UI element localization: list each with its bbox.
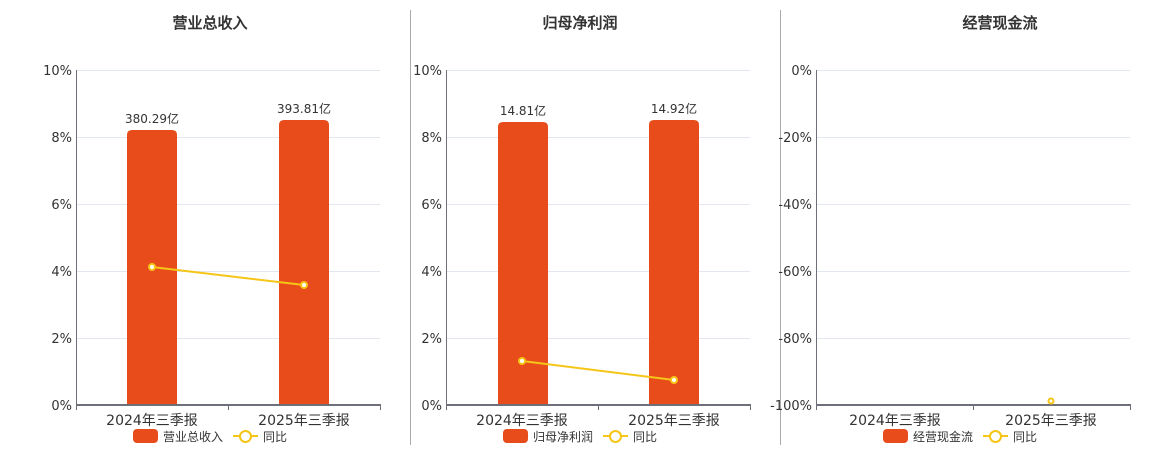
gridlines (816, 70, 1130, 339)
legend-line-label[interactable]: 同比 (633, 429, 658, 444)
chart-panel-revenue: 营业总收入 10% 8% 6% 4% 2% 0% 380.29亿 393.81亿… (0, 0, 410, 450)
x-tick-label: 2024年三季报 (476, 413, 568, 429)
y-tick-label: 0% (51, 399, 72, 414)
bar-value-label: 14.81亿 (500, 103, 546, 118)
legend-bar-label[interactable]: 营业总收入 (163, 429, 224, 444)
legend-line-circle-icon[interactable] (983, 429, 1009, 443)
y-tick-label: 2% (421, 332, 442, 347)
y-axis-labels: 10% 8% 6% 4% 2% 0% (43, 64, 72, 414)
legend-bar-swatch-icon[interactable] (883, 429, 908, 443)
y-tick-label: 4% (421, 265, 442, 280)
y-tick-label: -40% (778, 198, 812, 213)
legend-line-label[interactable]: 同比 (263, 429, 288, 444)
x-tick-label: 2024年三季报 (849, 413, 941, 429)
yoy-line (521, 360, 675, 381)
chart-panel-net-profit: 归母净利润 10% 8% 6% 4% 2% 0% 14.81亿 14.92亿 2… (370, 0, 780, 450)
x-tick-label: 2025年三季报 (628, 413, 720, 429)
x-tick-label: 2024年三季报 (106, 413, 198, 429)
legend-bar-swatch-icon[interactable] (503, 429, 528, 443)
x-axis-labels: 2024年三季报 2025年三季报 (476, 413, 720, 429)
bar-2024[interactable] (498, 122, 548, 405)
y-tick-label: 0% (421, 399, 442, 414)
bar-2025[interactable] (279, 120, 329, 405)
y-tick-label: 10% (43, 64, 72, 79)
chart-title: 经营现金流 (962, 14, 1038, 32)
y-tick-label: 8% (421, 131, 442, 146)
legend: 归母净利润 同比 (503, 428, 657, 444)
bar-2025[interactable] (649, 120, 699, 405)
panel-divider (410, 10, 411, 445)
y-tick-label: 10% (413, 64, 442, 79)
legend-bar-swatch-icon[interactable] (133, 429, 158, 443)
x-tick-label: 2025年三季报 (258, 413, 350, 429)
chart-panel-operating-cash-flow: 经营现金流 0% -20% -40% -60% -80% -100% 2024年… (740, 0, 1160, 450)
yoy-line (151, 266, 305, 286)
yoy-point[interactable] (518, 357, 526, 365)
y-axis-labels: 10% 8% 6% 4% 2% 0% (413, 64, 442, 414)
gridlines (76, 70, 380, 339)
legend-bar-label[interactable]: 归母净利润 (533, 429, 594, 444)
y-tick-label: -60% (778, 265, 812, 280)
gridlines (446, 70, 750, 339)
chart-title: 营业总收入 (172, 14, 248, 32)
x-axis-labels: 2024年三季报 2025年三季报 (849, 413, 1097, 429)
y-tick-label: 0% (791, 64, 812, 79)
x-tick-label: 2025年三季报 (1005, 413, 1097, 429)
chart-plot: 10% 8% 6% 4% 2% 0% 380.29亿 393.81亿 2024年… (43, 64, 381, 429)
y-axis-labels: 0% -20% -40% -60% -80% -100% (770, 64, 812, 414)
panel-divider (780, 10, 781, 445)
y-tick-label: 6% (421, 198, 442, 213)
y-tick-label: 2% (51, 332, 72, 347)
y-tick-label: -20% (778, 131, 812, 146)
legend-line-label[interactable]: 同比 (1013, 429, 1038, 444)
yoy-point[interactable] (670, 376, 678, 384)
bar-value-label: 393.81亿 (277, 101, 331, 116)
bar-value-label: 380.29亿 (125, 111, 179, 126)
chart-title: 归母净利润 (542, 14, 618, 32)
legend: 营业总收入 同比 (133, 428, 287, 444)
y-tick-label: 6% (51, 198, 72, 213)
y-tick-label: 8% (51, 131, 72, 146)
bar-value-label: 14.92亿 (651, 101, 697, 116)
legend: 经营现金流 同比 (883, 428, 1037, 444)
chart-plot: 0% -20% -40% -60% -80% -100% 2024年三季报 20… (770, 64, 1131, 429)
yoy-point[interactable] (1047, 397, 1055, 405)
legend-line-circle-icon[interactable] (233, 429, 259, 443)
y-tick-label: -100% (770, 399, 812, 414)
y-tick-label: 4% (51, 265, 72, 280)
yoy-point[interactable] (300, 281, 308, 289)
legend-bar-label[interactable]: 经营现金流 (913, 429, 974, 444)
yoy-point[interactable] (148, 263, 156, 271)
x-axis-labels: 2024年三季报 2025年三季报 (106, 413, 350, 429)
y-tick-label: -80% (778, 332, 812, 347)
legend-line-circle-icon[interactable] (603, 429, 629, 443)
chart-plot: 10% 8% 6% 4% 2% 0% 14.81亿 14.92亿 2024年三季… (413, 64, 751, 429)
